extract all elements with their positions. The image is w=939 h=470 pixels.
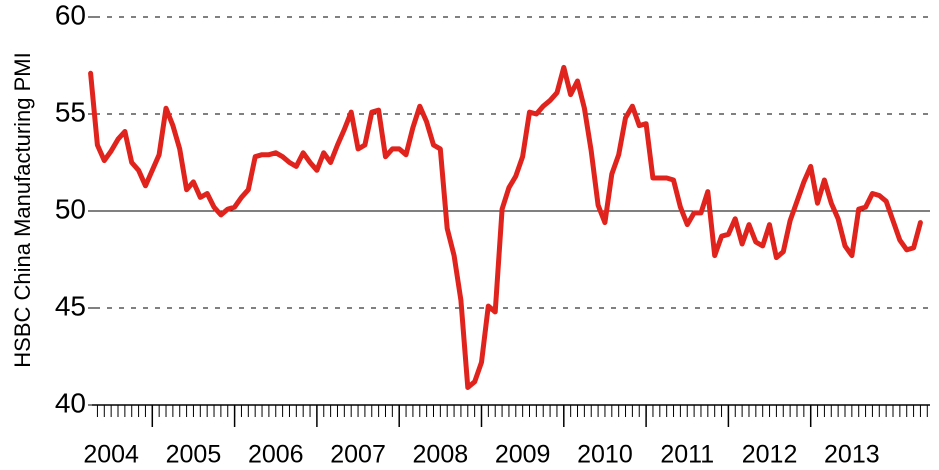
y-axis-label: HSBC China Manufacturing PMI xyxy=(10,52,35,367)
x-tick-label: 2012 xyxy=(742,441,798,469)
y-tick-label: 40 xyxy=(55,387,86,418)
x-tick-label: 2007 xyxy=(330,441,386,469)
x-tick-label: 2005 xyxy=(166,441,222,469)
x-tick-label: 2011 xyxy=(660,441,714,469)
x-tick-label: 2009 xyxy=(495,441,551,469)
y-tick-label: 50 xyxy=(55,193,86,224)
y-tick-label: 45 xyxy=(55,290,86,321)
x-tick-label: 2008 xyxy=(413,441,469,469)
x-tick-label: 2004 xyxy=(83,441,139,469)
x-tick-label: 2006 xyxy=(248,441,304,469)
y-tick-label: 55 xyxy=(55,96,86,127)
x-tick-label: 2013 xyxy=(824,441,880,469)
pmi-line xyxy=(88,64,923,390)
y-tick-label: 60 xyxy=(55,0,86,30)
x-tick-label: 2010 xyxy=(577,441,633,469)
